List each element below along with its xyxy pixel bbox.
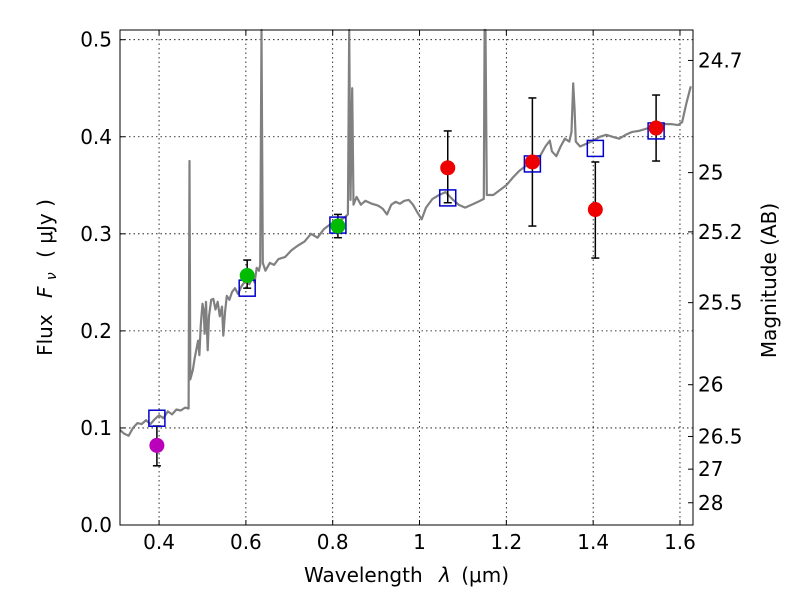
grid xyxy=(120,30,693,526)
x-tick-label: 0.4 xyxy=(143,530,175,554)
y-tick-label: 0.5 xyxy=(80,28,112,52)
y-axis-label-text: Flux xyxy=(33,314,57,356)
x-tick-label: 0.6 xyxy=(230,530,262,554)
plot-frame xyxy=(119,29,694,526)
x-axis-label: Wavelength λ (μm) xyxy=(304,563,509,587)
observed-point-green xyxy=(239,268,255,284)
observed-point-purple xyxy=(149,437,165,453)
mag-tick-label: 25.5 xyxy=(698,291,743,315)
y-axis-label-unit: ( μJy ) xyxy=(33,199,57,258)
observed-point-red xyxy=(440,160,456,176)
mag-tick-label: 26 xyxy=(698,373,723,397)
observed-point-red xyxy=(648,120,664,136)
x-axis-label-text: Wavelength xyxy=(304,563,423,587)
mag-tick-label: 28 xyxy=(698,491,723,515)
model-photometry-square xyxy=(586,139,605,158)
observed-point-red xyxy=(524,154,540,170)
mag-tick-label: 27 xyxy=(698,457,723,481)
y-tick-label: 0.0 xyxy=(80,513,112,537)
y-axis-label-symbol: F xyxy=(33,286,57,298)
mag-tick-label: 25 xyxy=(698,161,723,185)
model-spectrum-line xyxy=(119,28,692,437)
mag-tick-label: 25.2 xyxy=(698,220,743,244)
x-axis-label-symbol: λ xyxy=(438,563,451,587)
secondary-y-axis-label: Magnitude (AB) xyxy=(757,203,781,358)
x-tick-label: 0.8 xyxy=(317,530,349,554)
error-bars xyxy=(152,94,661,467)
x-axis-label-unit: (μm) xyxy=(461,563,509,587)
mag-tick-label: 26.5 xyxy=(698,424,743,448)
x-tick-label: 1 xyxy=(413,530,426,554)
y-tick-label: 0.4 xyxy=(80,125,112,149)
mag-tick-label: 24.7 xyxy=(698,48,743,72)
x-tick-label: 1.4 xyxy=(577,530,609,554)
ticks: 0.4 0.6 0.8 1 1.2 1.4 1.6 0.0 0.1 0.2 0.3 0.4 0.5 24.… xyxy=(80,28,742,554)
y-tick-label: 0.3 xyxy=(80,222,112,246)
observed-point-green xyxy=(330,218,346,234)
series xyxy=(119,28,692,437)
observed-point-red xyxy=(587,202,603,218)
y-axis-label: Flux F ν ( μJy ) xyxy=(33,199,61,356)
observed-photometry-markers xyxy=(149,120,664,453)
model-photometry-square xyxy=(438,189,457,207)
x-tick-label: 1.6 xyxy=(664,530,696,554)
model-photometry-square xyxy=(148,409,166,427)
y-tick-label: 0.2 xyxy=(80,319,112,343)
x-tick-label: 1.2 xyxy=(490,530,522,554)
y-axis-label-subscript: ν xyxy=(44,272,60,280)
y-tick-label: 0.1 xyxy=(80,416,112,440)
model-photometry-markers xyxy=(148,122,665,427)
